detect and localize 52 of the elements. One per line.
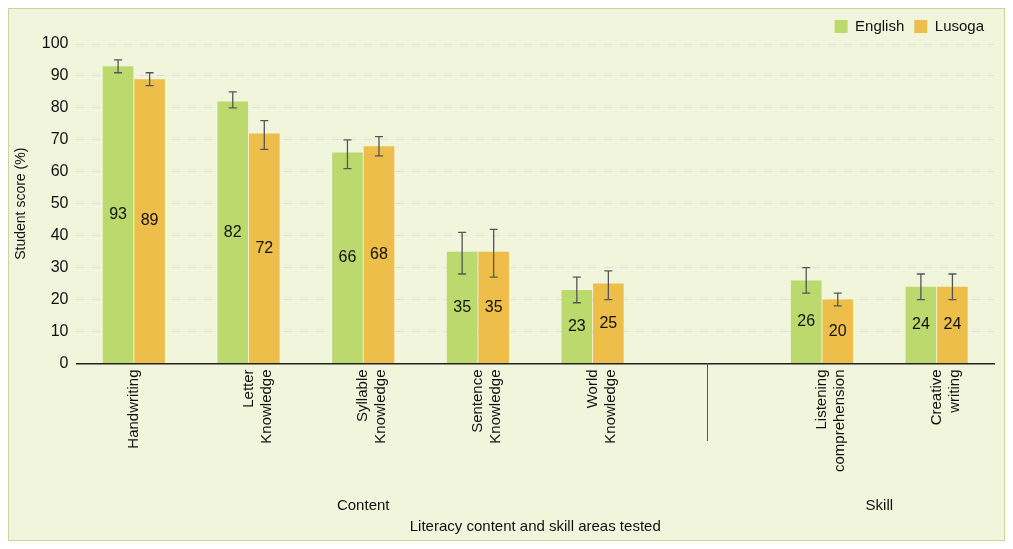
x-tick-label: World Knowledge [582,369,618,444]
data-label: 93 [109,205,128,223]
x-tick-label: Sentence Knowledge [468,369,504,444]
bar [249,133,280,363]
data-label: 24 [943,315,962,333]
x-tick-label: Letter Knowledge [238,369,274,444]
text: Skill [865,496,894,514]
y-tick-label: 60 [50,162,69,180]
bar [790,280,822,363]
bar [102,66,134,363]
y-tick-label: 90 [50,66,69,84]
data-label: 35 [453,297,472,315]
bar [593,283,624,363]
data-label: 89 [140,211,159,229]
bar [363,146,395,363]
data-label: 66 [338,248,357,266]
data-label: 25 [599,313,618,331]
legend-label: Lusoga [934,16,985,34]
x-tick-label: Handwriting [123,369,141,449]
legend-label: English [855,16,905,34]
data-label: 35 [484,297,503,315]
data-label: 68 [370,244,388,262]
data-label: 72 [255,238,274,256]
bar [905,286,937,363]
bar [134,79,165,363]
bar [561,289,593,363]
data-label: 24 [911,315,930,333]
text: Content [336,496,391,514]
data-label: 82 [223,222,242,240]
data-label: 20 [828,321,847,339]
x-tick-label: Listening comprehension [812,369,848,472]
y-tick-label: 40 [50,226,69,244]
y-tick-label: 0 [59,353,69,371]
bar [332,152,363,363]
bar [937,286,968,363]
bar [217,101,249,363]
y-tick-label: 70 [50,130,69,148]
y-tick-label: 30 [50,258,69,276]
x-axis-title: Literacy content and skill areas tested [409,517,661,535]
y-tick-label: 10 [50,321,69,339]
bar [446,251,478,363]
data-label: 23 [567,316,586,334]
data-label: 26 [797,312,816,330]
x-tick-label: Syllable Knowledge [353,369,389,444]
bar [478,251,509,363]
y-tick-label: 80 [50,98,69,116]
bar [822,299,854,363]
y-axis-title: Student score (%) [12,147,29,260]
y-tick-label: 20 [50,289,69,307]
y-tick-label: 100 [41,34,69,52]
y-tick-label: 50 [50,194,69,212]
x-tick-label: Creative writing [926,369,962,426]
